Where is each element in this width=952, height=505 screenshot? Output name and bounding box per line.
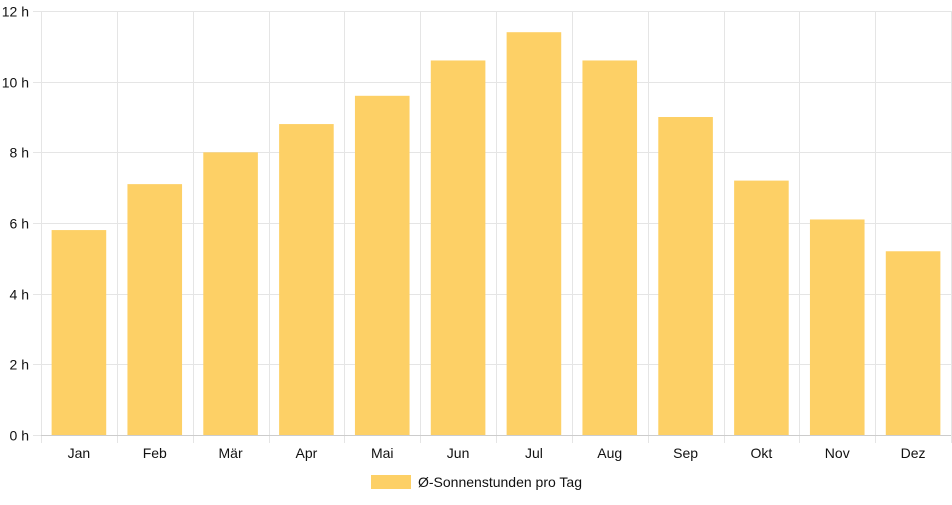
y-tick-label: 4 h xyxy=(10,287,29,303)
x-tick-label: Sep xyxy=(673,445,698,461)
x-tick-label: Mär xyxy=(219,445,243,461)
x-tick-label: Apr xyxy=(296,445,318,461)
x-tick-label: Jul xyxy=(525,445,543,461)
bar-feb[interactable] xyxy=(127,184,183,435)
legend-swatch xyxy=(371,475,411,489)
bar-apr[interactable] xyxy=(279,124,334,436)
y-tick-label: 2 h xyxy=(10,357,29,373)
x-tick-label: Dez xyxy=(901,445,926,461)
bar-jul[interactable] xyxy=(506,32,562,435)
x-tick-label: Nov xyxy=(825,445,850,461)
bar-sep[interactable] xyxy=(658,117,713,435)
y-tick-label: 10 h xyxy=(2,75,29,91)
bar-jan[interactable] xyxy=(51,230,107,435)
y-tick-label: 0 h xyxy=(10,428,29,444)
x-tick-label: Jan xyxy=(68,445,91,461)
legend-label[interactable]: Ø-Sonnenstunden pro Tag xyxy=(418,474,582,490)
axes: 0 h 2 h 4 h 6 h 8 h 10 h 12 h Jan Feb Mär Apr Mai Ju… xyxy=(2,4,951,461)
x-tick-label: Aug xyxy=(597,445,622,461)
bar-aug[interactable] xyxy=(582,60,638,435)
bar-okt[interactable] xyxy=(734,180,789,435)
y-tick-label: 6 h xyxy=(10,216,29,232)
y-tick-label: 8 h xyxy=(10,145,29,161)
bar-mär[interactable] xyxy=(203,152,258,436)
legend[interactable]: Ø-Sonnenstunden pro Tag xyxy=(371,474,582,490)
bars xyxy=(51,32,941,436)
x-tick-label: Feb xyxy=(143,445,167,461)
bar-mai[interactable] xyxy=(354,95,410,436)
y-tick-label: 12 h xyxy=(2,4,29,20)
grid-lines xyxy=(33,11,952,443)
x-tick-label: Jun xyxy=(447,445,470,461)
bar-dez[interactable] xyxy=(885,251,941,435)
x-tick-label: Okt xyxy=(751,445,773,461)
bar-jun[interactable] xyxy=(430,60,486,435)
x-tick-label: Mai xyxy=(371,445,394,461)
bar-nov[interactable] xyxy=(809,219,865,435)
